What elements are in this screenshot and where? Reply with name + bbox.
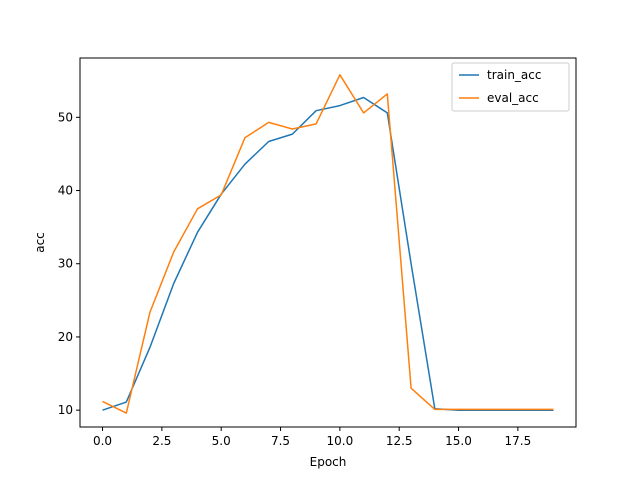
x-tick-label: 10.0 — [327, 434, 354, 448]
y-tick-label: 50 — [58, 110, 73, 124]
y-tick-label: 40 — [58, 184, 73, 198]
x-tick-label: 5.0 — [212, 434, 231, 448]
legend-label-train-acc: train_acc — [487, 68, 541, 82]
x-tick-label: 2.5 — [152, 434, 171, 448]
x-axis: 0.0 2.5 5.0 7.5 10.0 12.5 15.0 17.5 — [93, 427, 531, 448]
series-line-train-acc — [102, 96, 554, 411]
y-axis-label: acc — [33, 232, 47, 253]
y-tick-label: 20 — [58, 330, 73, 344]
legend-box — [451, 62, 570, 112]
x-tick-label: 17.5 — [504, 434, 531, 448]
x-tick-label: 15.0 — [445, 434, 472, 448]
x-tick-label: 7.5 — [271, 434, 290, 448]
x-axis-label: Epoch — [310, 455, 347, 469]
y-tick-label: 10 — [58, 403, 73, 417]
y-axis: 10 20 30 40 50 — [58, 110, 80, 417]
legend: train_acc eval_acc — [451, 62, 570, 112]
x-tick-label: 12.5 — [386, 434, 413, 448]
legend-label-eval-acc: eval_acc — [487, 91, 539, 105]
y-tick-label: 30 — [58, 257, 73, 271]
plot-lines — [102, 74, 554, 414]
plot-frame — [79, 57, 577, 428]
series-line-eval-acc — [102, 74, 554, 414]
x-tick-label: 0.0 — [93, 434, 112, 448]
